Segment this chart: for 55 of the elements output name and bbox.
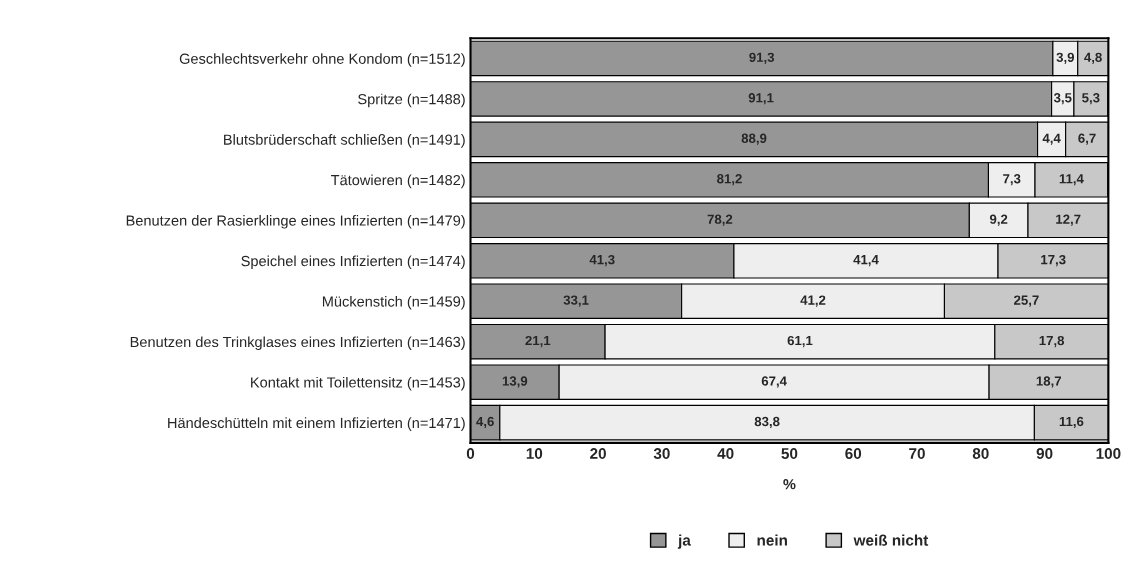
data-label: 33,1 [563, 295, 589, 307]
data-label: 9,2 [989, 214, 1008, 226]
data-label: 13,9 [502, 376, 528, 388]
y-tick-label: Benutzen der Rasierklinge eines Infizierten (n=1479) [126, 215, 465, 229]
legend-label: weiß nicht [853, 534, 929, 546]
data-label: 61,1 [787, 335, 813, 348]
y-tick-label: Spritze (n=1488) [358, 93, 465, 108]
data-label: 41,3 [589, 254, 615, 267]
x-tick-label: 10 [526, 448, 543, 459]
x-tick-label: 90 [1036, 448, 1053, 459]
data-label: 81,2 [717, 174, 742, 186]
legend-label: ja [677, 534, 691, 549]
x-tick-label: 30 [653, 448, 670, 459]
data-label: 3,9 [1056, 52, 1075, 64]
data-label: 11,4 [1059, 174, 1084, 186]
data-label: 83,8 [754, 416, 780, 429]
data-label: 11,6 [1059, 416, 1084, 429]
x-tick-label: 60 [845, 448, 862, 459]
x-tick-label: 0 [466, 448, 475, 459]
legend-label: nein [757, 534, 787, 546]
data-label: 91,1 [748, 93, 774, 105]
data-label: 21,1 [525, 335, 551, 348]
data-label: 41,4 [853, 255, 879, 267]
y-tick-label: Geschlechtsverkehr ohne Kondom (n=1512) [179, 53, 465, 67]
data-label: 12,7 [1056, 214, 1081, 226]
data-label: 78,2 [707, 214, 733, 226]
data-label: 91,3 [749, 52, 775, 64]
data-label: 7,3 [1003, 174, 1021, 186]
data-label: 6,7 [1078, 133, 1096, 145]
x-tick-label: 70 [909, 448, 925, 459]
data-label: 67,4 [761, 376, 787, 388]
y-tick-label: Blutsbrüderschaft schließen (n=1491) [224, 134, 465, 148]
data-label: 4,4 [1042, 133, 1061, 145]
x-tick-label: 50 [781, 448, 798, 459]
x-tick-label: 100 [1096, 448, 1121, 459]
x-tick-label: 40 [717, 448, 734, 459]
data-label: 4,8 [1084, 52, 1102, 64]
data-label: 17,8 [1039, 335, 1065, 348]
data-label: 3,5 [1053, 93, 1072, 105]
x-axis-title: % [783, 479, 796, 490]
y-tick-label: Mückenstich (n=1459) [322, 295, 465, 310]
data-label: 25,7 [1014, 295, 1039, 307]
y-tick-label: Händeschütteln mit einem Infizierten (n=1471) [168, 417, 465, 431]
data-label: 41,2 [800, 295, 826, 307]
data-label: 18,7 [1036, 376, 1061, 388]
x-tick-label: 80 [972, 448, 989, 459]
y-tick-label: Kontakt mit Toilettensitz (n=1453) [251, 376, 465, 391]
y-tick-label: Tätowieren (n=1482) [331, 174, 465, 189]
data-label: 17,3 [1041, 254, 1066, 267]
data-label: 88,9 [741, 133, 767, 145]
y-tick-label: Speichel eines Infizierten (n=1474) [241, 255, 465, 270]
y-tick-label: Benutzen des Trinkglases eines Infizierten (n=1463) [130, 336, 465, 351]
data-label: 5,3 [1082, 93, 1100, 105]
data-label: 4,6 [476, 416, 494, 429]
x-tick-label: 20 [590, 448, 606, 459]
